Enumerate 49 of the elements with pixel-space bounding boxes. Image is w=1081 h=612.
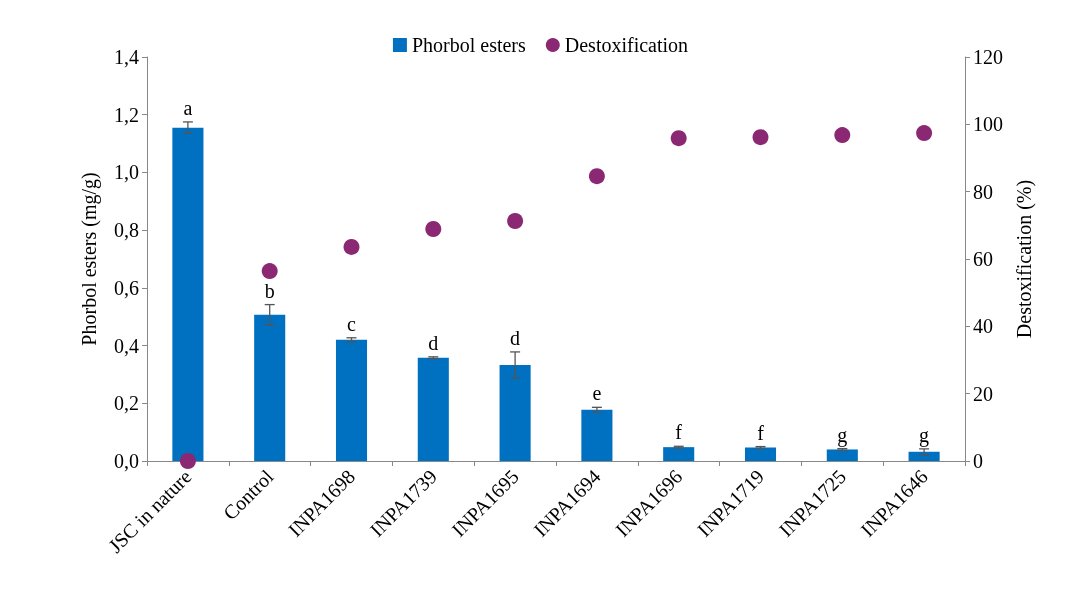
- point: [425, 221, 442, 238]
- legend-label: Destoxification: [564, 34, 689, 56]
- annotation: f: [757, 421, 765, 444]
- annotation: f: [675, 421, 683, 444]
- point: [916, 125, 933, 142]
- annotation: d: [428, 331, 439, 354]
- bar: [254, 314, 286, 461]
- legend-label: Phorbol esters: [411, 34, 526, 56]
- y-tick-label: 0,6: [114, 276, 139, 299]
- point: [752, 129, 769, 146]
- annotation: g: [919, 423, 930, 447]
- annotation: a: [183, 96, 193, 119]
- point: [179, 453, 196, 469]
- y2-tick-label: 60: [973, 248, 993, 270]
- y-tick-label: 0,0: [114, 450, 139, 472]
- bar: [826, 449, 858, 461]
- bar: [172, 127, 204, 461]
- y2-tick-label: 120: [973, 46, 1003, 68]
- bar: [908, 451, 940, 461]
- y2-tick-label: 0: [973, 450, 983, 472]
- point: [261, 263, 278, 280]
- annotation: b: [264, 279, 275, 302]
- y-axis-title: Phorbol esters (mg/g): [78, 172, 101, 346]
- y2-tick-label: 20: [973, 382, 993, 405]
- annotation: c: [347, 312, 357, 335]
- y-tick-label: 1,2: [114, 103, 139, 126]
- y2-tick-label: 100: [973, 113, 1003, 136]
- bar: [499, 364, 531, 461]
- y-tick-label: 0,4: [114, 334, 139, 357]
- point: [507, 212, 524, 229]
- point: [834, 127, 851, 144]
- bar: [335, 339, 368, 461]
- y-tick-label: 1,0: [114, 161, 139, 184]
- y2-tick-label: 80: [973, 180, 993, 203]
- bar: [417, 357, 449, 461]
- y-tick-label: 1,4: [114, 46, 139, 68]
- bar: [581, 409, 613, 461]
- annotation: e: [592, 382, 602, 405]
- y-tick-label: 0,2: [114, 392, 139, 415]
- bar: [663, 447, 695, 461]
- y2-axis-title: Destoxification (%): [1012, 179, 1036, 339]
- point: [670, 130, 687, 147]
- annotation: d: [510, 326, 521, 349]
- y2-tick-label: 40: [973, 315, 993, 338]
- y-tick-label: 0,8: [114, 219, 139, 242]
- point: [588, 168, 605, 185]
- point: [343, 238, 360, 255]
- annotation: g: [837, 423, 848, 447]
- bar: [744, 447, 777, 461]
